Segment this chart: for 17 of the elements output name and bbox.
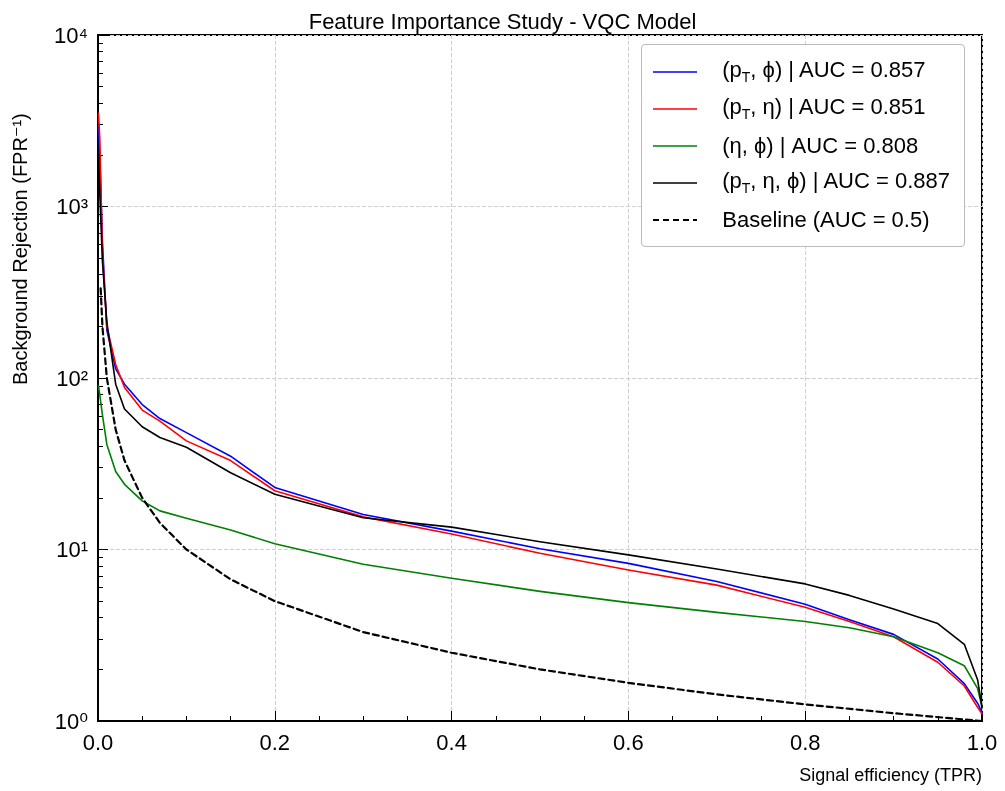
legend-label: (p$_{T}$, ϕ) | AUC = 0.857: [722, 57, 926, 86]
y-tick-label: 10⁴: [54, 22, 88, 48]
x-tick-label: 1.0: [966, 729, 998, 755]
x-tick-label: 0.4: [436, 729, 467, 755]
legend-label: (p$_{T}$, η, ϕ) | AUC = 0.887: [722, 168, 950, 197]
y-tick-label: 10²: [56, 365, 88, 391]
x-tick-label: 0.2: [259, 729, 291, 755]
x-tick-label: 0.8: [789, 729, 821, 755]
legend-label: (η, ϕ) | AUC = 0.808: [722, 132, 919, 159]
y-tick-label: 10¹: [56, 537, 88, 562]
legend-label: (p$_{T}$, η) | AUC = 0.851: [722, 94, 926, 123]
legend-label: Baseline (AUC = 0.5): [722, 206, 930, 233]
x-tick-label: 0.6: [613, 729, 644, 755]
chart-title: Feature Importance Study - VQC Model: [308, 8, 697, 34]
y-tick-label: 10³: [56, 194, 88, 219]
x-axis-title: Signal efficiency (TPR): [799, 765, 982, 785]
y-axis-title: Background Rejection (FPR⁻¹): [9, 113, 31, 385]
